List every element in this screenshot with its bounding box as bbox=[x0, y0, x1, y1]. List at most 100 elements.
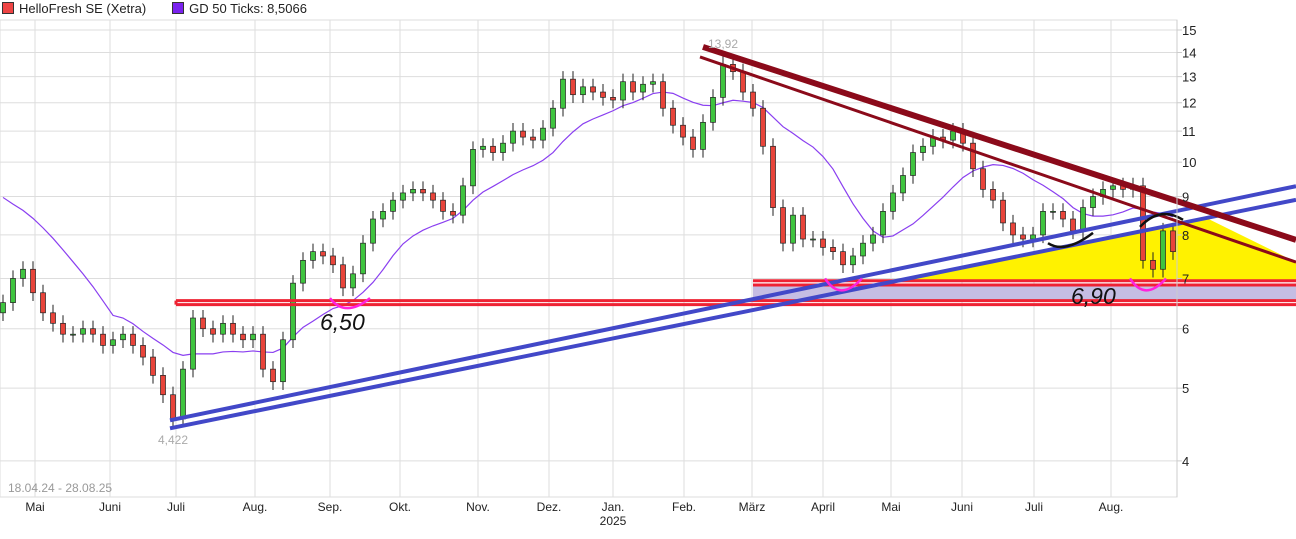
candle-body bbox=[460, 185, 466, 216]
candle bbox=[420, 181, 426, 202]
candle bbox=[890, 184, 896, 220]
candle bbox=[1100, 181, 1106, 205]
candle-body bbox=[600, 91, 606, 98]
candle bbox=[530, 129, 536, 149]
x-tick-label: März bbox=[739, 500, 766, 514]
candles bbox=[0, 56, 1176, 428]
candle bbox=[870, 226, 876, 252]
candle bbox=[350, 265, 356, 297]
candle bbox=[700, 114, 706, 158]
candle-body bbox=[1000, 199, 1006, 224]
grid bbox=[0, 19, 1178, 498]
x-tick-label: Aug. bbox=[243, 500, 268, 514]
y-tick-label: 12 bbox=[1182, 96, 1196, 111]
candle-body bbox=[210, 328, 216, 335]
candle-body bbox=[1150, 259, 1156, 270]
candle-body bbox=[70, 333, 76, 336]
candle bbox=[440, 192, 446, 220]
candle-body bbox=[950, 130, 956, 141]
candle bbox=[760, 100, 766, 155]
candle bbox=[520, 123, 526, 146]
candle-body bbox=[1020, 234, 1026, 240]
candle-body bbox=[200, 317, 206, 330]
candle bbox=[620, 73, 626, 109]
candle bbox=[540, 120, 546, 149]
candle-body bbox=[170, 394, 176, 420]
y-tick-label: 13 bbox=[1182, 70, 1196, 85]
candle bbox=[840, 243, 846, 274]
candle bbox=[930, 129, 936, 155]
candle bbox=[1160, 222, 1166, 278]
candle bbox=[800, 207, 806, 248]
candle bbox=[50, 304, 56, 332]
candle-body bbox=[260, 333, 266, 370]
bottom-marker-curve bbox=[823, 277, 863, 292]
candle bbox=[880, 203, 886, 244]
candle-body bbox=[540, 127, 546, 141]
candle-body bbox=[130, 333, 136, 346]
candle bbox=[270, 361, 276, 390]
candle bbox=[390, 192, 396, 220]
candle-body bbox=[1010, 222, 1016, 236]
x-tick-label: April bbox=[811, 500, 835, 514]
legend-item-ma: GD 50 Ticks: 8,5066 bbox=[172, 1, 307, 16]
candle-body bbox=[10, 278, 16, 303]
candle bbox=[120, 326, 126, 349]
candle-body bbox=[390, 199, 396, 212]
candle bbox=[340, 256, 346, 297]
legend: HelloFresh SE (Xetra) GD 50 Ticks: 8,506… bbox=[2, 0, 333, 16]
year-label: 2025 bbox=[600, 514, 627, 528]
x-tick-label: Juni bbox=[951, 500, 973, 514]
candle bbox=[110, 331, 116, 354]
candle bbox=[150, 349, 156, 384]
candle bbox=[590, 78, 596, 101]
candle bbox=[1040, 203, 1046, 244]
candle bbox=[920, 138, 926, 161]
candle-body bbox=[790, 214, 796, 244]
candle bbox=[30, 261, 36, 301]
candle-body bbox=[120, 333, 126, 341]
candle bbox=[280, 331, 286, 390]
candle bbox=[820, 230, 826, 256]
candle bbox=[190, 309, 196, 378]
candle bbox=[910, 144, 916, 184]
date-range: 18.04.24 - 28.08.25 bbox=[8, 481, 113, 495]
candle-body bbox=[870, 234, 876, 244]
candle bbox=[380, 203, 386, 228]
candle bbox=[430, 184, 436, 209]
y-tick-label: 4 bbox=[1182, 454, 1189, 469]
candle bbox=[140, 337, 146, 366]
candle bbox=[900, 167, 906, 202]
candle-body bbox=[660, 81, 666, 109]
candle-body bbox=[520, 130, 526, 138]
candle bbox=[630, 73, 636, 101]
candle bbox=[370, 210, 376, 252]
candle bbox=[240, 326, 246, 349]
candle bbox=[1030, 226, 1036, 248]
legend-label: GD 50 Ticks: 8,5066 bbox=[189, 0, 307, 16]
candle-body bbox=[1080, 207, 1086, 232]
candle-body bbox=[820, 238, 826, 248]
candle bbox=[1010, 214, 1016, 244]
candle-body bbox=[670, 107, 676, 126]
candle bbox=[400, 184, 406, 209]
candle bbox=[460, 177, 466, 224]
candle-body bbox=[500, 142, 506, 153]
candle-body bbox=[1160, 230, 1166, 270]
legend-item-price: HelloFresh SE (Xetra) bbox=[2, 1, 146, 16]
candle-body bbox=[40, 292, 46, 314]
candle bbox=[830, 239, 836, 260]
candle-body bbox=[860, 242, 866, 257]
x-tick-label: Juni bbox=[99, 500, 121, 514]
candle bbox=[1150, 252, 1156, 278]
uptrend-line bbox=[169, 197, 1296, 431]
candle-body bbox=[550, 107, 556, 129]
candle-body bbox=[370, 218, 376, 244]
candle-body bbox=[990, 189, 996, 201]
candle-body bbox=[800, 214, 806, 240]
candle-body bbox=[760, 107, 766, 147]
x-tick-label: Dez. bbox=[537, 500, 562, 514]
candle-body bbox=[510, 130, 516, 144]
candle bbox=[250, 326, 256, 349]
candle-body bbox=[320, 251, 326, 257]
